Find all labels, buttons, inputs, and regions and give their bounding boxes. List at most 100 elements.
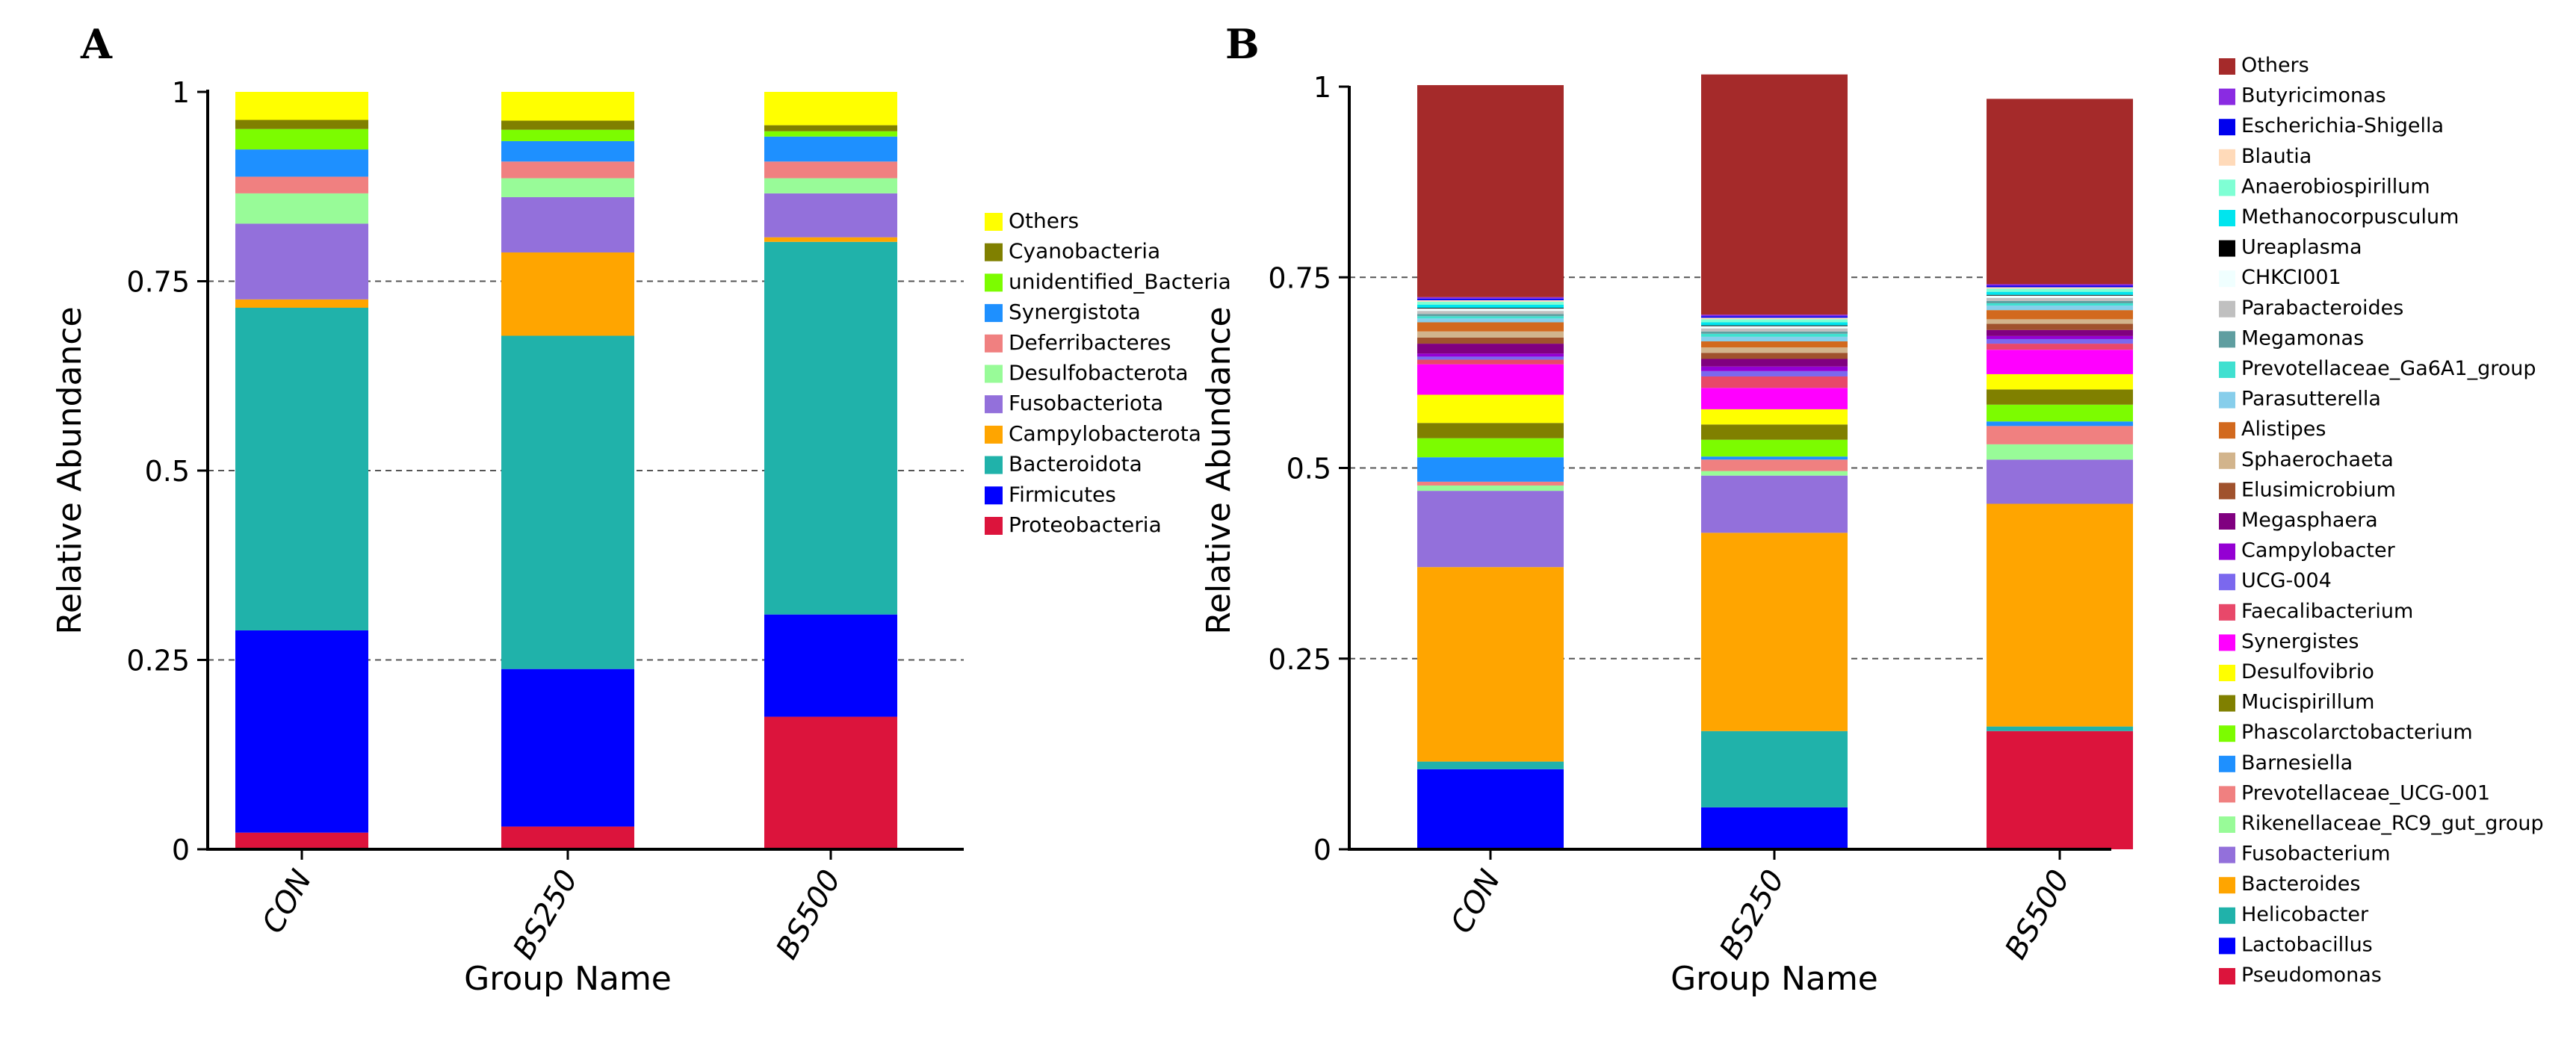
panel-b-segment-con-9: [1417, 423, 1564, 438]
panel-b-legend-label: Desulfovibrio: [2241, 660, 2374, 683]
panel-a-legend-swatch: [985, 517, 1003, 535]
panel-b-segment-bs500-28: [1987, 285, 2133, 288]
panel-a-segment-con-8: [235, 128, 368, 150]
panel-a-segment-bs500-1: [764, 614, 897, 717]
panel-b-legend-label: Alistipes: [2241, 418, 2326, 441]
panel-b-segment-bs500-25: [1987, 291, 2133, 295]
panel-a-segment-bs250-2: [501, 335, 634, 669]
panel-b-legend-swatch: [2219, 240, 2235, 257]
panel-a-legend-swatch: [985, 425, 1003, 444]
panel-a-y-tick-label: 0: [172, 834, 190, 866]
panel-a-legend-label: Firmicutes: [1009, 482, 1116, 506]
panel-b-legend-label: Methanocorpusculum: [2241, 205, 2459, 229]
panel-b-segment-bs500-22: [1987, 297, 2133, 301]
panel-b-x-axis-title: Group Name: [1671, 960, 1878, 998]
panel-a-segment-bs500-5: [764, 178, 897, 193]
panel-b-segment-con-29: [1417, 297, 1564, 299]
panel-b-legend-swatch: [2219, 179, 2235, 196]
panel-b-segment-bs500-9: [1987, 389, 2133, 405]
panel-a-bar-bs500: [764, 92, 897, 849]
panel-b-segment-con-8: [1417, 438, 1564, 458]
panel-b-legend-swatch: [2219, 634, 2235, 651]
panel-b-segment-bs250-27: [1701, 317, 1848, 320]
panel-b-legend-swatch: [2219, 483, 2235, 500]
panel-a-legend-label: Others: [1009, 208, 1079, 233]
panel-b-y-ticks: 0 0.25 0.5 0.75 1: [1268, 71, 1349, 866]
panel-b-legend-swatch: [2219, 725, 2235, 742]
panel-a-legend-label: Deferribacteres: [1009, 330, 1171, 355]
panel-b-segment-bs500-5: [1987, 444, 2133, 460]
panel-a-segment-bs250-9: [501, 120, 634, 130]
panel-b-legend-swatch: [2219, 877, 2235, 894]
panel-b-letter: B: [1225, 20, 1260, 68]
panel-b-segment-con-2: [1417, 761, 1564, 769]
panel-a-segment-bs250-0: [501, 826, 634, 849]
panel-b-legend-swatch: [2219, 149, 2235, 166]
panel-b-legend-label: Fusobacterium: [2241, 843, 2391, 866]
panel-b-y-tick-label: 0.5: [1287, 453, 1331, 486]
panel-b-segment-bs500-0: [1987, 731, 2133, 849]
panel-a-legend-swatch: [985, 395, 1003, 414]
panel-a-segment-bs250-5: [501, 178, 634, 197]
panel-b-legend-swatch: [2219, 270, 2235, 288]
panel-a-segment-bs500-2: [764, 241, 897, 615]
panel-a-segment-con-3: [235, 299, 368, 308]
panel-a-legend-swatch: [985, 365, 1003, 383]
panel-b-segment-con-1: [1417, 769, 1564, 849]
panel-a-legend-label: Fusobacteriota: [1009, 391, 1163, 415]
panel-a-legend-label: Bacteroidota: [1009, 452, 1142, 477]
panel-a-y-tick-label: 0.5: [145, 455, 190, 488]
panel-a-bars: [235, 92, 897, 849]
panel-b-legend-swatch: [2219, 513, 2235, 530]
panel-b-legend-swatch: [2219, 391, 2235, 409]
panel-a-legend-label: Cyanobacteria: [1009, 239, 1160, 264]
panel-b-legend-label: Blautia: [2241, 145, 2312, 168]
panel-a-y-ticks: 0 0.25 0.5 0.75 1: [126, 76, 208, 866]
panel-b-segment-bs500-18: [1987, 310, 2133, 320]
panel-b-y-tick-label: 0.25: [1268, 643, 1331, 676]
panel-a-segment-bs250-6: [501, 161, 634, 179]
panel-a-segment-bs500-4: [764, 193, 897, 238]
panel-b-x-tick-label: BS500: [1998, 864, 2076, 965]
panel-a-segment-bs250-7: [501, 140, 634, 162]
panel-b-segment-bs250-11: [1701, 388, 1848, 409]
panel-b-legend-swatch: [2219, 755, 2235, 772]
panel-b-legend-label: Megamonas: [2241, 326, 2364, 350]
panel-b-segment-bs500-27: [1987, 287, 2133, 289]
panel-b-legend-swatch: [2219, 88, 2235, 105]
panel-b-segment-bs250-21: [1701, 331, 1848, 334]
panel-b-bar-bs500: [1987, 99, 2133, 849]
panel-a-segment-con-9: [235, 120, 368, 129]
panel-a-segment-bs500-7: [764, 136, 897, 162]
panel-a-segment-bs250-8: [501, 129, 634, 141]
panel-b-legend-label: Synergistes: [2241, 630, 2359, 653]
panel-b-legend-swatch: [2219, 58, 2235, 75]
panel-a-legend-label: Desulfobacterota: [1009, 361, 1189, 385]
panel-b-segment-bs250-13: [1701, 370, 1848, 376]
panel-b-segment-bs250-22: [1701, 328, 1848, 332]
panel-b-legend: Others Butyricimonas Escherichia-Shigella B…: [2219, 54, 2544, 987]
panel-b-segment-bs250-20: [1701, 333, 1848, 337]
panel-b-segment-bs250-15: [1701, 359, 1848, 367]
panel-b-legend-swatch: [2219, 574, 2235, 591]
panel-b-legend-label: Parasutterella: [2241, 388, 2381, 411]
panel-b-segment-con-4: [1417, 491, 1564, 568]
panel-a-y-tick-label: 0.75: [126, 266, 190, 299]
panel-a-x-tick-label: BS250: [507, 864, 584, 965]
panel-b-segment-bs500-13: [1987, 338, 2133, 344]
panel-b-segment-bs500-14: [1987, 335, 2133, 339]
panel-b-segment-bs250-7: [1701, 456, 1848, 460]
panel-b-segment-bs500-20: [1987, 303, 2133, 306]
panel-a-legend-label: Proteobacteria: [1009, 512, 1162, 537]
panel-b-segment-con-13: [1417, 356, 1564, 360]
panel-b-segment-con-20: [1417, 316, 1564, 319]
panel-b-legend-swatch: [2219, 695, 2235, 712]
panel-b-segment-bs500-3: [1987, 503, 2133, 727]
panel-a-chart: A 0 0.25 0.5 0.75 1 CON BS250 BS500 Relative A…: [51, 20, 1231, 998]
panel-b-legend-label: Sphaerochaeta: [2241, 448, 2394, 471]
panel-b-legend-label: Rikenellaceae_RC9_gut_group: [2241, 812, 2544, 835]
panel-b-legend-label: Campylobacter: [2241, 539, 2396, 562]
panel-a-y-axis-title: Relative Abundance: [51, 306, 89, 634]
panel-b-segment-bs500-26: [1987, 288, 2133, 292]
